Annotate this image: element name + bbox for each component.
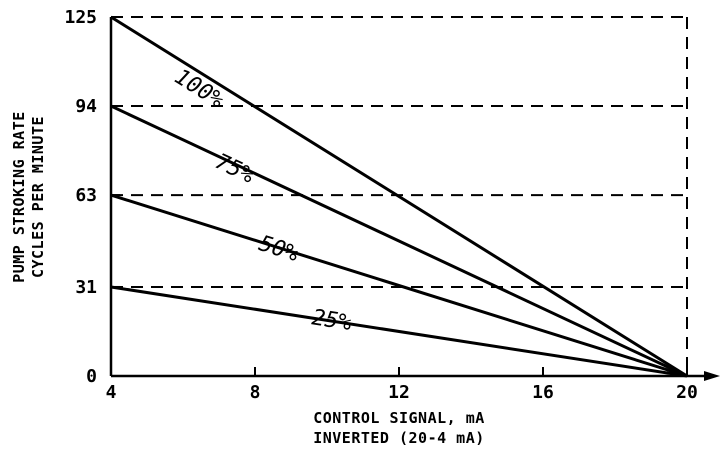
x-axis-arrow [704,371,720,381]
series-label-3: 25% [310,305,353,336]
series-line-1 [110,104,688,378]
y-tick-label-0: 0 [86,366,97,387]
axis-layer: 0 31 63 94 125 4 8 12 16 20 [64,7,720,403]
y-axis-subtitle: CYCLES PER MINUTE [29,116,47,278]
x-tick-label-3: 16 [532,382,554,403]
x-tick-label-2: 12 [388,382,410,403]
y-tick-label-4: 125 [64,7,97,28]
y-tick-label-2: 63 [75,185,97,206]
x-tick-label-0: 4 [106,382,117,403]
series-line-2 [110,193,688,378]
series-label-2: 50% [256,231,301,267]
x-tick-label-1: 8 [250,382,261,403]
series-line-0 [110,15,688,378]
x-tick-label-4: 20 [676,382,698,403]
series-layer [110,15,688,378]
y-tick-label-3: 94 [75,96,97,117]
series-line-3 [110,285,688,378]
y-axis-title: PUMP STROKING RATE [10,111,28,283]
x-axis-title: CONTROL SIGNAL, mA [313,409,485,427]
x-axis-subtitle: INVERTED (20-4 mA) [313,429,485,447]
series-label-1: 75% [211,149,258,189]
y-tick-label-1: 31 [75,277,97,298]
